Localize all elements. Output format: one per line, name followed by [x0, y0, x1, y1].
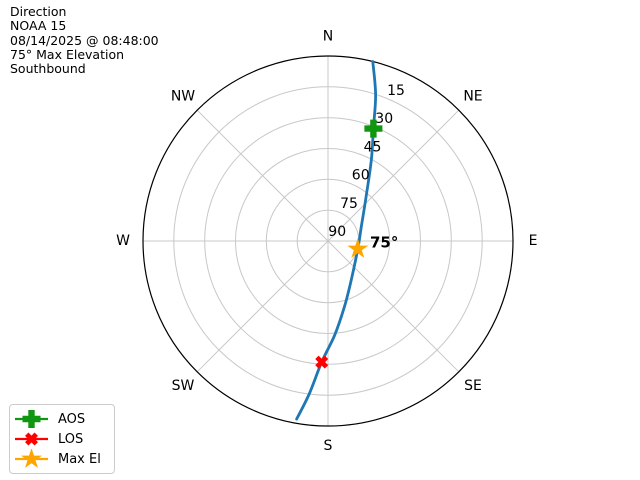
- compass-label-se: SE: [464, 378, 482, 394]
- radial-tick-labels: 15 30 45 60 75 90: [328, 83, 405, 240]
- pass-datetime: 08/14/2025 @ 08:48:00: [10, 32, 159, 48]
- max-elevation-line: 75° Max Elevation: [10, 46, 125, 62]
- tick-label-75: 75: [340, 196, 358, 212]
- tick-label-15: 15: [387, 83, 405, 99]
- legend-item-los: LOS: [14, 429, 110, 449]
- pass-direction: Southbound: [10, 61, 86, 77]
- legend-label-aos: AOS: [58, 411, 86, 427]
- polar-grid: [143, 56, 513, 426]
- max-el-annotation: 75°: [370, 234, 398, 252]
- elevation-ring-60: [265, 178, 391, 304]
- tick-label-45: 45: [364, 139, 382, 155]
- plot-title: Direction: [10, 4, 67, 19]
- legend-label-los: LOS: [58, 431, 84, 447]
- elevation-ring-30: [204, 117, 452, 365]
- tick-label-30: 30: [375, 111, 393, 127]
- satellite-name: NOAA 15: [10, 18, 67, 34]
- compass-label-w: W: [116, 233, 130, 249]
- horizon-circle: [142, 55, 514, 427]
- legend-swatch-max-el: [15, 449, 48, 468]
- legend-item-aos: AOS: [14, 409, 110, 429]
- pass-info-block: Direction NOAA 15 08/14/2025 @ 08:48:00 …: [10, 4, 159, 77]
- legend-swatch-aos: [15, 410, 48, 428]
- pass-track-line: [295, 60, 378, 421]
- compass-labels: N NE E SE S SW W NW: [116, 29, 537, 455]
- compass-label-sw: SW: [172, 378, 195, 394]
- elevation-ring-15: [173, 86, 483, 396]
- legend-swatch-los: [15, 429, 48, 449]
- legend-label-max-el: Max El: [58, 451, 101, 467]
- tick-label-60: 60: [352, 168, 370, 184]
- legend-item-max-el: Max El: [14, 449, 110, 469]
- compass-label-s: S: [324, 438, 333, 454]
- compass-label-n: N: [323, 29, 333, 45]
- compass-label-ne: NE: [463, 88, 482, 104]
- plus-marker-icon: [22, 410, 41, 428]
- legend: AOS LOS Max El: [9, 404, 115, 474]
- compass-label-nw: NW: [171, 88, 195, 104]
- compass-label-e: E: [529, 233, 538, 249]
- elevation-ring-45: [235, 148, 421, 334]
- tick-label-90: 90: [328, 224, 346, 240]
